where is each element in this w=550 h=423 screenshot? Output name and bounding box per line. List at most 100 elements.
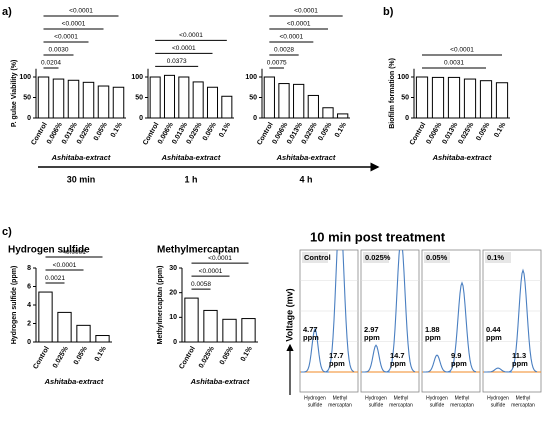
bar [178,76,190,119]
x-axis-label: Ashitaba-extract [432,153,492,162]
time-label: 4 h [299,174,312,184]
x-tick-label: 0.1% [334,121,348,139]
peak-category: Hydrogen [426,395,448,401]
time-label: 30 min [67,174,96,184]
x-axis-label: Ashitaba-extract [44,377,104,386]
bar [479,80,493,119]
bar [337,113,349,119]
peak-category: mercaptan [328,402,352,408]
y-tick-label: 10 [169,314,177,321]
x-tick-label: 0.1% [493,121,507,139]
peak-unit: ppm [329,359,345,368]
peak-category: mercaptan [389,402,413,408]
bar [82,81,95,119]
peak-value: 0.44 [486,325,501,334]
p-value: <0.0001 [294,8,318,15]
p-value: <0.0001 [62,249,86,256]
chromatogram-frame [360,249,420,393]
peak-category: sulfide [491,402,506,408]
bar [97,85,110,119]
p-value: <0.0001 [53,262,77,269]
panel-name: 0.05% [426,253,448,262]
y-tick-label: 4 [27,302,31,309]
x-tick-label: 0.1% [218,121,232,139]
p-value: 0.0031 [444,60,464,67]
peak-category: Methyl [455,395,470,401]
peak-category: Methyl [333,395,348,401]
p-value: <0.0001 [279,34,303,41]
panel-name-bg [424,252,450,263]
x-tick-label: Control [178,345,197,370]
y-axis-label: Biofilm formation (%) [389,58,396,129]
peak-unit: ppm [512,359,528,368]
time-label: 1 h [184,174,197,184]
peak-category: Hydrogen [304,395,326,401]
y-tick-label: 20 [169,290,177,297]
p-value: 0.0021 [45,275,65,282]
y-tick-label: 50 [135,94,143,101]
panel-name-bg [363,252,389,263]
p-value: <0.0001 [69,8,93,15]
x-tick-label: 0.05% [93,121,109,142]
peak [423,354,451,373]
p-value: 0.0030 [49,47,69,54]
peak-unit: ppm [364,333,380,342]
subplot-title: Methylmercaptan [157,245,239,256]
y-axis-label: Hydrogen sulfide (ppm) [11,266,18,345]
y-tick-label: 6 [27,283,31,290]
bar [447,76,461,119]
bar [431,76,445,119]
peak-value: 11.3 [512,351,526,360]
bar [241,318,256,343]
x-axis-label: Ashitaba-extract [190,377,250,386]
peak-category: sulfide [430,402,445,408]
y-axis-label: Voltage (mv) [284,288,294,341]
p-value: <0.0001 [172,45,196,52]
bar [278,83,290,119]
peak-value: 9.9 [451,351,461,360]
bar [149,76,161,119]
panel-name: 0.1% [487,253,504,262]
y-tick-label: 50 [401,94,409,101]
peak [508,268,538,373]
x-axis-label: Ashitaba-extract [51,153,111,162]
y-tick-label: 100 [19,74,31,81]
peak-category: Methyl [394,395,409,401]
bar [112,86,125,119]
peak-unit: ppm [425,333,441,342]
bar [221,95,233,119]
p-value: <0.0001 [450,47,474,54]
panel-label: a) [2,6,12,18]
y-tick-label: 0 [405,115,409,122]
p-value: <0.0001 [54,34,78,41]
x-tick-label: 0.1% [240,345,254,363]
peak [301,327,329,373]
y-tick-label: 50 [249,94,257,101]
peak-unit: ppm [451,359,467,368]
p-value: <0.0001 [62,21,86,28]
p-value: <0.0001 [199,268,223,275]
peak-value: 14.7 [390,351,405,360]
y-tick-label: 100 [131,74,143,81]
panel-label: b) [383,6,394,18]
panel-name: Control [304,253,331,262]
bar [463,78,477,119]
bar [76,324,91,343]
bar [222,318,237,343]
x-tick-label: 0.025% [52,345,70,370]
p-value: 0.0028 [274,47,294,54]
x-tick-label: 0.025% [198,345,216,370]
y-tick-label: 0 [27,115,31,122]
bar [38,291,53,343]
y-tick-label: 30 [169,265,177,272]
x-tick-label: 0.05% [73,345,89,366]
panel-name-bg [485,252,511,263]
bar [163,74,176,119]
peak-category: mercaptan [450,402,474,408]
panel-label: c) [2,226,12,238]
x-tick-label: 0.1% [94,345,108,363]
peak [325,250,355,373]
bar [263,76,275,119]
p-value: 0.0373 [167,58,187,65]
peak-category: sulfide [369,402,384,408]
